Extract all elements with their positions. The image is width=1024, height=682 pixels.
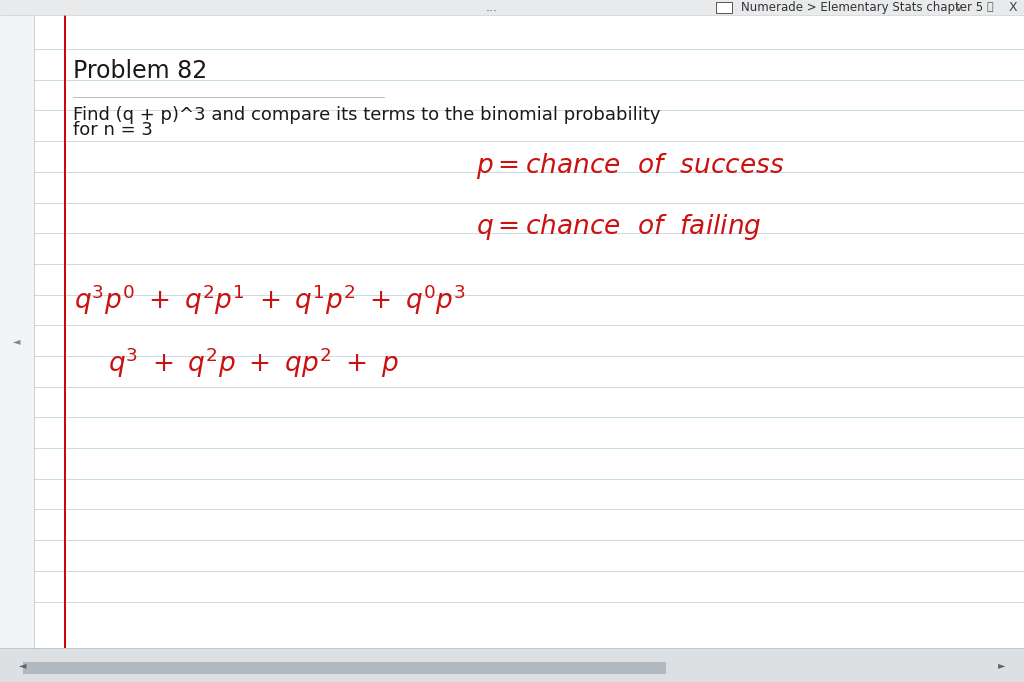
Text: $q^3p^0\ +\ q^2p^1\ +\ q^1p^2\ +\ q^0p^3$: $q^3p^0\ +\ q^2p^1\ +\ q^1p^2\ +\ q^0p^3… [74,282,466,317]
Text: ⤢: ⤢ [987,3,993,12]
Text: $q^3\ +\ q^2p\ +\ qp^2\ +\ p$: $q^3\ +\ q^2p\ +\ qp^2\ +\ p$ [108,345,398,380]
Bar [0,15,34,648]
Text: ►: ► [997,660,1006,670]
Bar [0,0,1024,15]
Text: $p = chance\ \ of\ \ success$: $p = chance\ \ of\ \ success$ [476,151,784,181]
Text: for n = 3: for n = 3 [73,121,153,139]
Text: ∨: ∨ [954,3,963,12]
Text: ...: ... [485,1,498,14]
Text: Problem 82: Problem 82 [73,59,207,83]
Text: $q = chance\ \ of\ \ failing$: $q = chance\ \ of\ \ failing$ [476,212,762,242]
Text: Find (q + p)^3 and compare its terms to the binomial probability: Find (q + p)^3 and compare its terms to … [73,106,660,124]
Text: X: X [1009,1,1017,14]
Text: Numerade > Elementary Stats chapter 5: Numerade > Elementary Stats chapter 5 [741,1,983,14]
FancyBboxPatch shape [716,2,732,13]
Text: ◄: ◄ [18,660,27,670]
Bar [0,648,1024,682]
Text: ◄: ◄ [12,336,20,346]
Bar [23,662,666,674]
